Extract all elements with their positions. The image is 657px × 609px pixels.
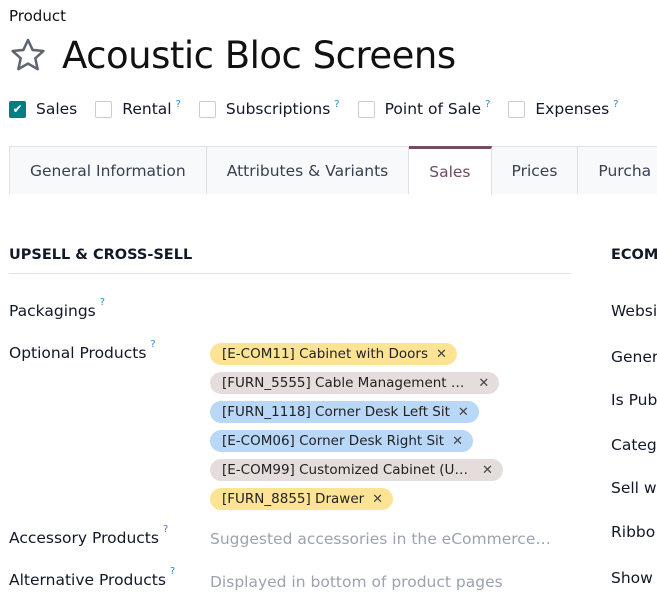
checkbox[interactable] (508, 100, 526, 118)
ribbon-label: Ribbo (611, 523, 656, 541)
help-icon[interactable]: ? (613, 98, 619, 110)
alternative-products-input[interactable]: Displayed in bottom of product pages (210, 573, 503, 591)
is-published-label: Is Pub (611, 391, 657, 409)
optional-products-field[interactable]: [E-COM11] Cabinet with Doors ✕ [FURN_5555… (210, 343, 503, 510)
help-icon[interactable]: ? (169, 566, 176, 577)
help-icon[interactable]: ? (150, 339, 156, 350)
option-label: Expenses (535, 100, 610, 118)
tag[interactable]: [FURN_8855] Drawer ✕ (210, 488, 394, 510)
accessory-products-label: Accessory Products? (9, 524, 169, 547)
help-icon[interactable]: ? (485, 98, 491, 110)
help-icon[interactable]: ? (162, 524, 169, 535)
tab-attributes-variants[interactable]: Attributes & Variants (206, 146, 410, 194)
option-label: Sales (36, 100, 78, 118)
page-title[interactable]: Acoustic Bloc Screens (62, 34, 456, 77)
option-label: Point of Sale (384, 100, 482, 118)
categories-label: Categ (611, 436, 657, 454)
section-title-upsell: UPSELL & CROSS-SELL (9, 247, 571, 274)
tag[interactable]: [E-COM06] Corner Desk Right Sit ✕ (210, 430, 474, 452)
website-label: Websi (611, 302, 657, 320)
packagings-label: Packagings? (9, 297, 106, 320)
tag[interactable]: [E-COM11] Cabinet with Doors ✕ (210, 343, 457, 365)
option-rental[interactable]: Rental? (95, 98, 181, 118)
option-point-of-sale[interactable]: Point of Sale? (357, 98, 491, 118)
remove-tag-icon[interactable]: ✕ (372, 491, 384, 507)
checkbox[interactable] (95, 100, 113, 118)
checkbox-checked-icon[interactable]: ✔ (9, 100, 26, 118)
general-label: Gener (611, 348, 657, 366)
checkbox[interactable] (198, 100, 216, 118)
option-sales[interactable]: ✔ Sales (9, 100, 77, 118)
breadcrumb[interactable]: Product (9, 7, 66, 25)
tab-purchase[interactable]: Purcha (578, 146, 657, 194)
remove-tag-icon[interactable]: ✕ (436, 346, 447, 362)
tab-prices[interactable]: Prices (491, 146, 579, 194)
remove-tag-icon[interactable]: ✕ (452, 433, 464, 449)
alternative-products-label: Alternative Products? (9, 566, 176, 589)
tag[interactable]: [E-COM99] Customized Cabinet (U… ✕ (210, 459, 503, 481)
tag[interactable]: [FURN_5555] Cable Management … ✕ (210, 372, 500, 394)
checkbox[interactable] (357, 100, 375, 118)
help-icon[interactable]: ? (99, 297, 106, 308)
help-icon[interactable]: ? (334, 98, 340, 110)
option-label: Subscriptions (225, 100, 331, 118)
tab-bar: General Information Attributes & Variant… (9, 146, 657, 195)
remove-tag-icon[interactable]: ✕ (478, 375, 490, 391)
help-icon[interactable]: ? (175, 98, 181, 110)
section-title-ecommerce: ECOM (611, 247, 657, 263)
sell-label: Sell w (611, 479, 657, 497)
show-label: Show (611, 569, 653, 587)
tab-general-information[interactable]: General Information (9, 146, 207, 194)
option-subscriptions[interactable]: Subscriptions? (198, 98, 340, 118)
product-options: ✔ Sales Rental? Subscriptions? Point of S… (9, 98, 637, 118)
accessory-products-input[interactable]: Suggested accessories in the eCommerce… (210, 530, 551, 548)
star-icon[interactable] (9, 36, 47, 74)
optional-products-label: Optional Products? (9, 339, 156, 362)
remove-tag-icon[interactable]: ✕ (457, 404, 469, 420)
option-label: Rental (122, 100, 172, 118)
tag[interactable]: [FURN_1118] Corner Desk Left Sit ✕ (210, 401, 479, 423)
remove-tag-icon[interactable]: ✕ (481, 462, 493, 478)
tab-sales[interactable]: Sales (409, 146, 492, 195)
option-expenses[interactable]: Expenses? (508, 98, 619, 118)
